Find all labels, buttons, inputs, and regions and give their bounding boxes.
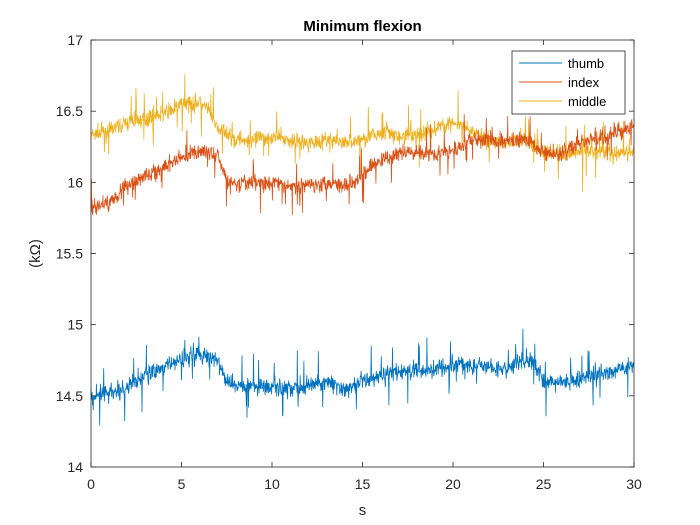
y-tick-label: 17 bbox=[67, 32, 83, 48]
chart-title: Minimum flexion bbox=[303, 18, 421, 35]
y-axis-label: (kΩ) bbox=[27, 239, 44, 268]
y-tick-label: 15 bbox=[67, 317, 83, 333]
x-tick-label: 10 bbox=[264, 476, 280, 492]
y-tick-label: 15.5 bbox=[56, 246, 83, 262]
y-tick-label: 16 bbox=[67, 174, 83, 190]
x-tick-label: 5 bbox=[178, 476, 186, 492]
y-tick-label: 16.5 bbox=[56, 103, 83, 119]
x-tick-label: 25 bbox=[536, 476, 552, 492]
x-tick-label: 0 bbox=[87, 476, 95, 492]
series-line-index bbox=[90, 113, 635, 216]
x-tick-label: 30 bbox=[626, 476, 642, 492]
legend-label-index: index bbox=[568, 75, 600, 90]
series-line-thumb bbox=[90, 328, 635, 426]
ticks-layer: 0 5 10 15 20 25 30 14 14.5 15 15.5 16 16.5 17 bbox=[56, 32, 642, 492]
x-axis-label: s bbox=[359, 502, 367, 519]
y-tick-label: 14.5 bbox=[56, 388, 83, 404]
x-tick-label: 15 bbox=[355, 476, 371, 492]
legend: thumb index middle bbox=[511, 50, 626, 115]
x-tick-label: 20 bbox=[445, 476, 461, 492]
y-tick-label: 14 bbox=[67, 459, 83, 475]
legend-label-middle: middle bbox=[568, 94, 606, 109]
series-layer bbox=[90, 74, 635, 426]
legend-label-thumb: thumb bbox=[568, 56, 604, 71]
